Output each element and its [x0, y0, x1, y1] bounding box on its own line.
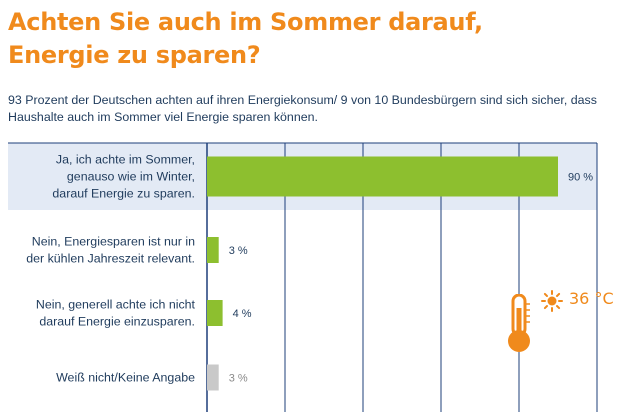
data-label: 4 %: [233, 308, 252, 320]
subtitle-line-1: 93 Prozent der Deutschen achten auf ihre…: [8, 93, 597, 107]
bar: [207, 300, 223, 326]
category-label: Nein, Energiesparen ist nur in der kühlen…: [26, 235, 195, 266]
data-label: 3 %: [229, 245, 248, 257]
data-label: 3 %: [229, 373, 248, 385]
title-line-1: Achten Sie auch im Sommer darauf,: [8, 8, 483, 36]
bar: [207, 156, 558, 197]
thermometer-icon: [508, 294, 530, 352]
temperature-label: 36 °C: [543, 289, 614, 308]
category-label-line: Nein, Energiesparen ist nur in: [32, 235, 195, 249]
chart-subtitle: 93 Prozent der Deutschen achten auf ihre…: [8, 92, 623, 126]
data-label: 90 %: [568, 172, 593, 184]
title-line-2: Energie zu sparen?: [8, 41, 261, 69]
subtitle-line-2: Haushalte auch im Sommer viel Energie sp…: [8, 110, 318, 124]
category-label-line: Nein, generell achte ich nicht: [36, 298, 196, 312]
category-label-line: Ja, ich achte im Sommer,: [56, 153, 195, 167]
category-label-line: darauf Energie einzusparen.: [39, 315, 195, 329]
category-label-line: Weiß nicht/Keine Angabe: [56, 371, 195, 385]
category-label: Ja, ich achte im Sommer, genauso wie im W…: [52, 153, 195, 201]
category-label: Nein, generell achte ich nicht darauf Ene…: [36, 298, 196, 329]
category-label-line: darauf Energie zu sparen.: [52, 187, 195, 201]
sun-icon: [541, 290, 563, 312]
bar: [207, 237, 219, 263]
bar: [207, 364, 219, 391]
temperature-value: 36 °C: [569, 289, 614, 308]
category-label-line: der kühlen Jahreszeit relevant.: [26, 252, 195, 266]
category-label: Weiß nicht/Keine Angabe: [56, 371, 195, 385]
chart-title: Achten Sie auch im Sommer darauf, Energi…: [8, 6, 608, 72]
category-label-line: genauso wie im Winter,: [67, 170, 195, 184]
